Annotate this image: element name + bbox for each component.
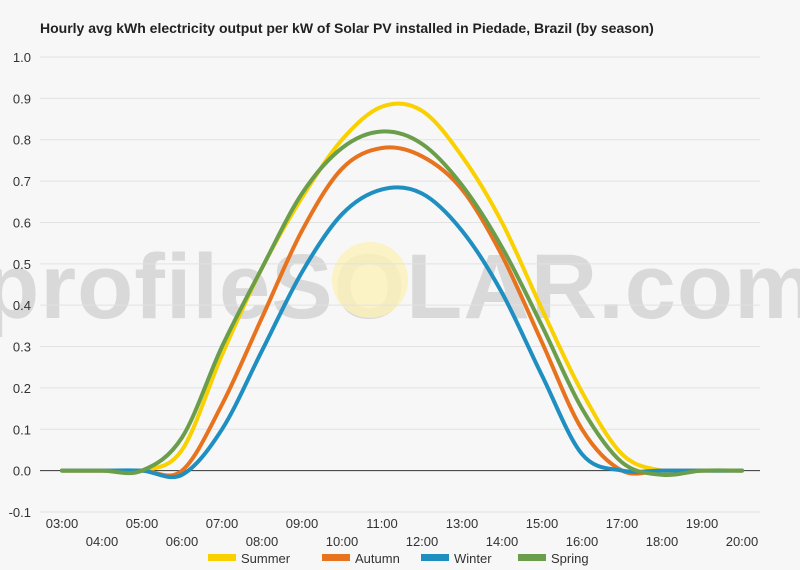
x-axis-ticks: 03:00 04:00 05:00 06:00 07:00 08:00 09:00 10:00… — [46, 516, 759, 549]
x-tick-label: 05:00 — [126, 516, 159, 531]
x-tick-label: 03:00 — [46, 516, 79, 531]
x-tick-label: 18:00 — [646, 534, 679, 549]
y-tick-label: 0.0 — [13, 464, 31, 479]
x-tick-label: 15:00 — [526, 516, 559, 531]
y-tick-label: 0.1 — [13, 422, 31, 437]
x-tick-label: 09:00 — [286, 516, 319, 531]
x-tick-label: 20:00 — [726, 534, 759, 549]
legend-label-summer: Summer — [241, 551, 291, 566]
legend-swatch-summer — [208, 554, 236, 561]
x-tick-label: 08:00 — [246, 534, 279, 549]
y-tick-label: 0.7 — [13, 174, 31, 189]
y-tick-label: 0.2 — [13, 381, 31, 396]
x-tick-label: 04:00 — [86, 534, 119, 549]
x-tick-label: 11:00 — [366, 516, 398, 531]
x-tick-label: 07:00 — [206, 516, 239, 531]
y-tick-label: 0.3 — [13, 340, 31, 355]
legend-label-autumn: Autumn — [355, 551, 400, 566]
y-tick-label: 1.0 — [13, 50, 31, 65]
y-tick-label: -0.1 — [9, 505, 31, 520]
chart-title: Hourly avg kWh electricity output per kW… — [40, 20, 654, 36]
y-tick-label: 0.4 — [13, 298, 31, 313]
legend-swatch-autumn — [322, 554, 350, 561]
y-tick-label: 0.8 — [13, 133, 31, 148]
x-tick-label: 10:00 — [326, 534, 359, 549]
x-tick-label: 16:00 — [566, 534, 599, 549]
x-tick-label: 12:00 — [406, 534, 439, 549]
x-tick-label: 19:00 — [686, 516, 719, 531]
watermark-sun-icon — [332, 242, 408, 318]
legend-swatch-winter — [421, 554, 449, 561]
y-tick-label: 0.6 — [13, 215, 31, 230]
legend-swatch-spring — [518, 554, 546, 561]
x-tick-label: 14:00 — [486, 534, 519, 549]
x-tick-label: 06:00 — [166, 534, 199, 549]
legend: Summer Autumn Winter Spring — [208, 551, 589, 566]
y-tick-label: 0.9 — [13, 91, 31, 106]
x-tick-label: 17:00 — [606, 516, 639, 531]
y-tick-label: 0.5 — [13, 257, 31, 272]
x-tick-label: 13:00 — [446, 516, 479, 531]
legend-label-spring: Spring — [551, 551, 589, 566]
legend-label-winter: Winter — [454, 551, 492, 566]
